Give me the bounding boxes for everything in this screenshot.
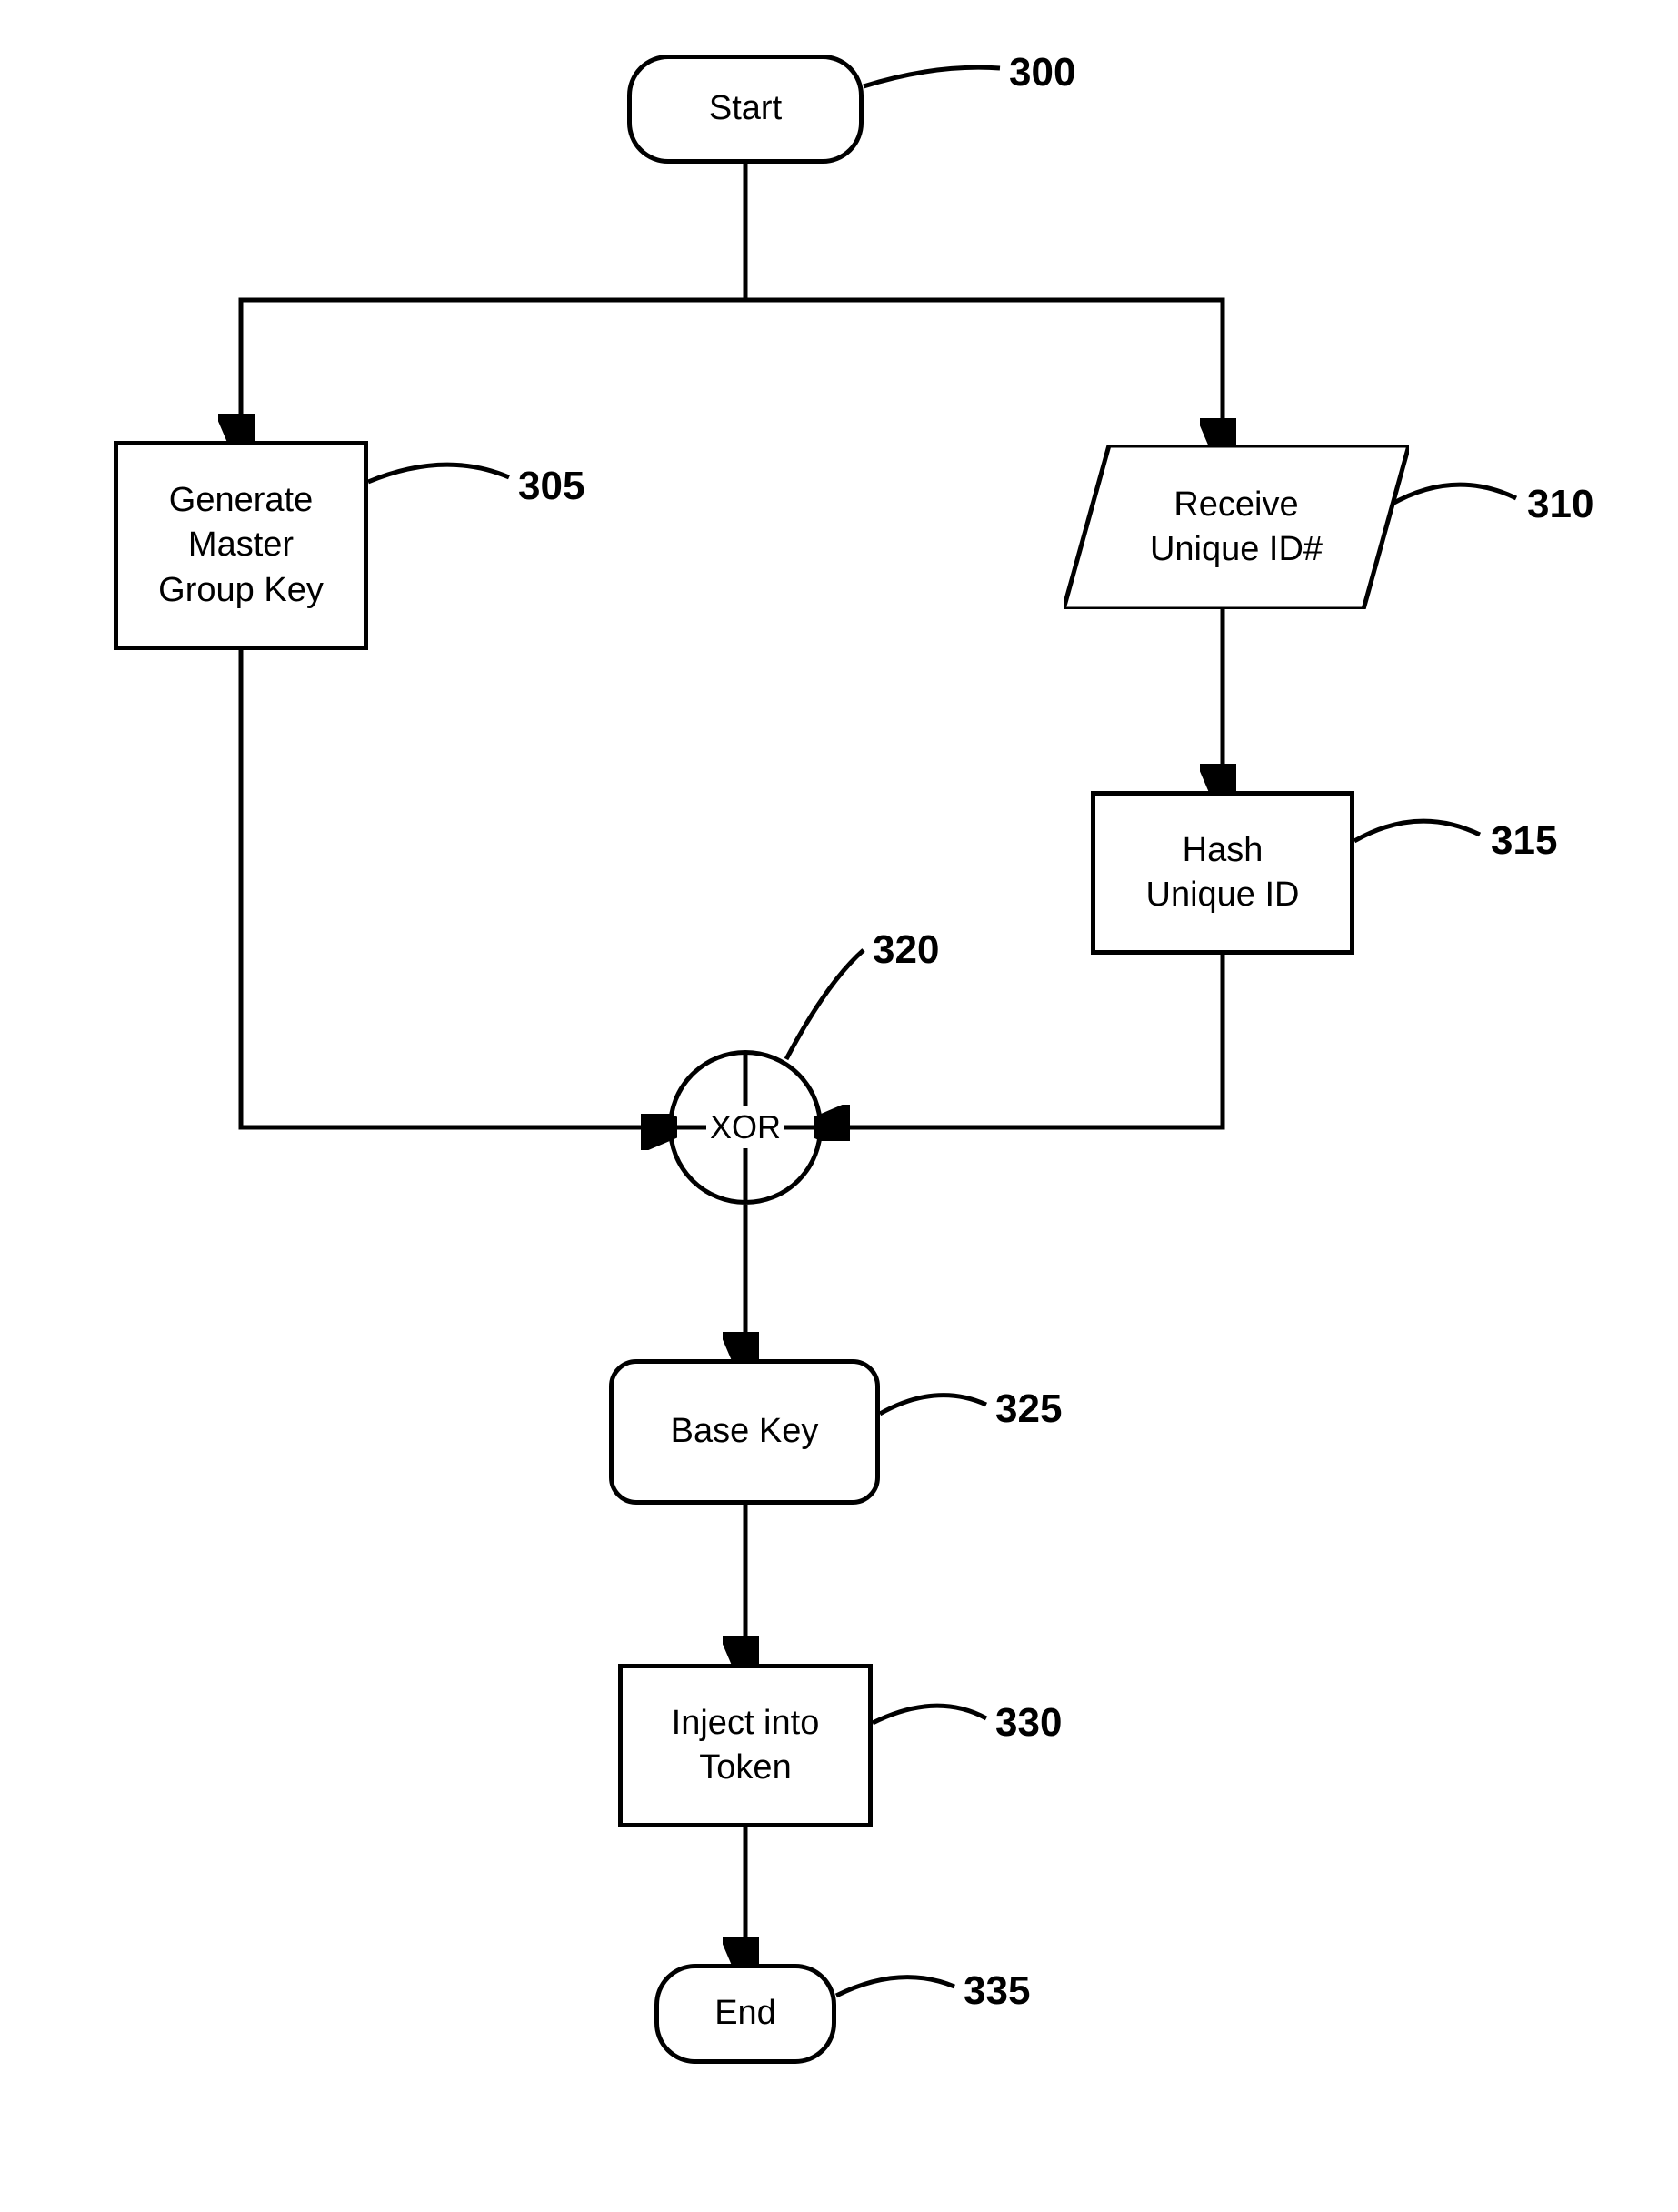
start-ref: 300	[1009, 50, 1075, 95]
hash-id-node: Hash Unique ID	[1091, 791, 1354, 955]
base-key-label: Base Key	[671, 1409, 819, 1454]
flowchart-container: Start 300 Generate Master Group Key 305 …	[0, 0, 1678, 2212]
receive-id-label: Receive Unique ID#	[1150, 483, 1323, 573]
start-node: Start	[627, 55, 864, 164]
end-node: End	[654, 1964, 836, 2064]
end-label: End	[714, 1991, 776, 2036]
receive-id-ref: 310	[1527, 482, 1593, 527]
hash-id-label: Hash Unique ID	[1146, 828, 1300, 918]
gen-master-label: Generate Master Group Key	[158, 478, 324, 613]
xor-node: XOR	[668, 1050, 823, 1205]
inject-node: Inject into Token	[618, 1664, 873, 1827]
hash-id-ref: 315	[1491, 818, 1557, 864]
start-label: Start	[709, 86, 782, 131]
base-key-node: Base Key	[609, 1359, 880, 1505]
end-ref: 335	[964, 1968, 1030, 2014]
gen-master-node: Generate Master Group Key	[114, 441, 368, 650]
xor-label: XOR	[706, 1106, 784, 1148]
inject-label: Inject into Token	[672, 1701, 820, 1791]
inject-ref: 330	[995, 1700, 1062, 1746]
gen-master-ref: 305	[518, 464, 584, 509]
connectors	[0, 0, 1678, 2212]
xor-ref: 320	[873, 927, 939, 973]
base-key-ref: 325	[995, 1386, 1062, 1432]
receive-id-node: Receive Unique ID#	[1064, 445, 1409, 609]
